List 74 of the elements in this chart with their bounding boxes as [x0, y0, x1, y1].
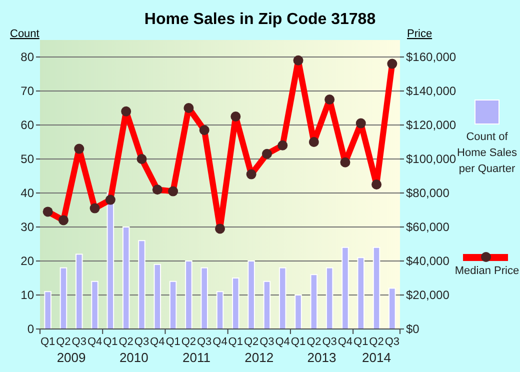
y2-tick-label: $80,000	[406, 186, 450, 200]
x-tick-label: Q1	[228, 336, 243, 348]
text: 2009	[56, 350, 86, 365]
y-tick-label: 30	[20, 220, 34, 234]
bar	[122, 226, 130, 330]
y-tick-label: 20	[20, 254, 34, 268]
x-tick-label: Q2	[181, 336, 196, 348]
y-tick-label: 70	[20, 84, 34, 98]
bar	[154, 264, 162, 330]
y2-tick-label: $40,000	[406, 254, 450, 268]
y2-tick-label: $160,000	[406, 50, 456, 64]
bar	[388, 288, 396, 330]
x-tick-label: Q2	[306, 336, 322, 348]
y2-tick-label: $20,000	[406, 288, 450, 302]
bar	[91, 280, 98, 330]
text: 2011	[182, 350, 211, 365]
bar	[216, 291, 224, 330]
bar	[310, 274, 318, 330]
text: 2013	[307, 350, 336, 365]
y2-axis-title: Price	[407, 28, 432, 40]
bar	[138, 240, 146, 330]
bar	[76, 254, 83, 330]
bar	[232, 278, 240, 330]
bar	[60, 267, 68, 330]
legend-label: Median Price	[454, 265, 520, 277]
y-tick-label: 40	[20, 186, 34, 200]
x-tick-label: Q4	[150, 336, 165, 348]
bar	[263, 280, 271, 330]
y2-tick-label: $100,000	[406, 152, 456, 166]
chart-title: Home Sales in Zip Code 31788	[144, 11, 376, 28]
x-tick-label: Q4	[275, 336, 290, 348]
x-tick-label: Q2	[244, 336, 259, 348]
x-tick-label: Q2	[118, 336, 134, 348]
y2-tick-label: $120,000	[406, 118, 456, 132]
x-tick-label: Q4	[338, 336, 353, 348]
bar	[185, 260, 192, 330]
x-tick-label: Q3	[197, 336, 212, 348]
text: 2010	[119, 350, 148, 365]
x-tick-label: Q3	[322, 336, 337, 348]
y2-tick-label: $140,000	[406, 84, 456, 98]
y-tick-label: 10	[20, 288, 34, 302]
bar	[326, 267, 334, 330]
y-tick-label: 80	[20, 50, 34, 64]
bar	[200, 267, 208, 330]
bar	[357, 257, 364, 330]
x-tick-label: Q2	[56, 336, 71, 348]
x-tick-label: Q1	[354, 336, 368, 348]
x-tick-label: Q3	[72, 336, 86, 348]
x-tick-label: Q1	[166, 336, 180, 348]
x-tick-label: Q1	[40, 336, 56, 348]
y-tick-label: 60	[20, 118, 34, 132]
x-tick-label: Q3	[260, 336, 274, 348]
y2-tick-label: $0	[406, 322, 420, 336]
x-tick-label: Q3	[134, 336, 150, 348]
y-tick-label: 50	[20, 152, 34, 166]
text: 2014	[362, 350, 391, 365]
x-tick-label: Q2	[369, 336, 384, 348]
bar	[342, 246, 349, 330]
x-tick-label: Q3	[384, 336, 400, 348]
bar	[169, 280, 177, 330]
y-axis-title: Count	[10, 28, 40, 40]
bar	[372, 246, 380, 330]
bar	[248, 260, 255, 330]
bar	[44, 291, 52, 330]
text: 2012	[244, 350, 274, 365]
y-tick-label: 0	[27, 322, 34, 336]
y2-tick-label: $60,000	[406, 220, 450, 234]
x-tick-label: Q4	[87, 336, 102, 348]
x-tick-label: Q4	[212, 336, 228, 348]
bar	[278, 267, 286, 330]
x-tick-label: Q1	[290, 336, 306, 348]
x-tick-label: Q1	[103, 336, 118, 348]
bar	[294, 294, 302, 330]
legend-label: Count of Home Sales per Quarter	[457, 131, 518, 175]
